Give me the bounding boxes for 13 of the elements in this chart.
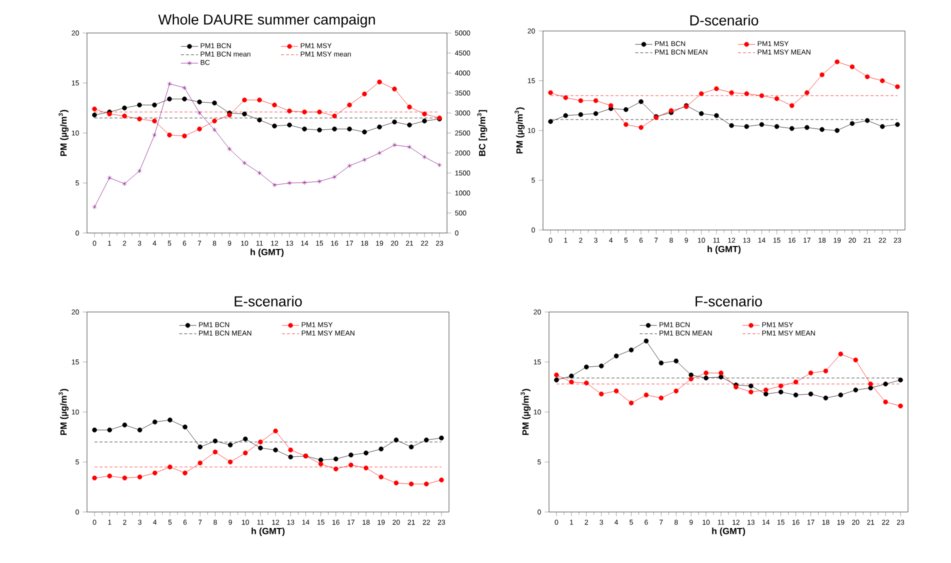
- y-axis-title: PM (µg/m$^{3}$): [58, 110, 69, 156]
- y-axis-title: PM (µg/m$^{3}$): [514, 107, 525, 154]
- x-axis-title: h (GMT): [712, 528, 746, 536]
- chart-title: D-scenario: [690, 14, 758, 26]
- x-axis-title: h (GMT): [250, 248, 284, 258]
- x-axis-title: h (GMT): [252, 528, 285, 536]
- chart-title: E-scenario: [234, 296, 302, 306]
- chart-title: Whole DAURE summer campaign: [158, 14, 375, 28]
- x-axis-title: h (GMT): [708, 246, 741, 254]
- chart-title: F-scenario: [696, 296, 762, 306]
- y2-axis-title: BC [ng/m$^{3}$]: [477, 110, 488, 156]
- y-axis-title: PM (µg/m$^{3}$): [520, 388, 531, 435]
- y-axis-title: PM (µg/m$^{3}$): [58, 388, 69, 435]
